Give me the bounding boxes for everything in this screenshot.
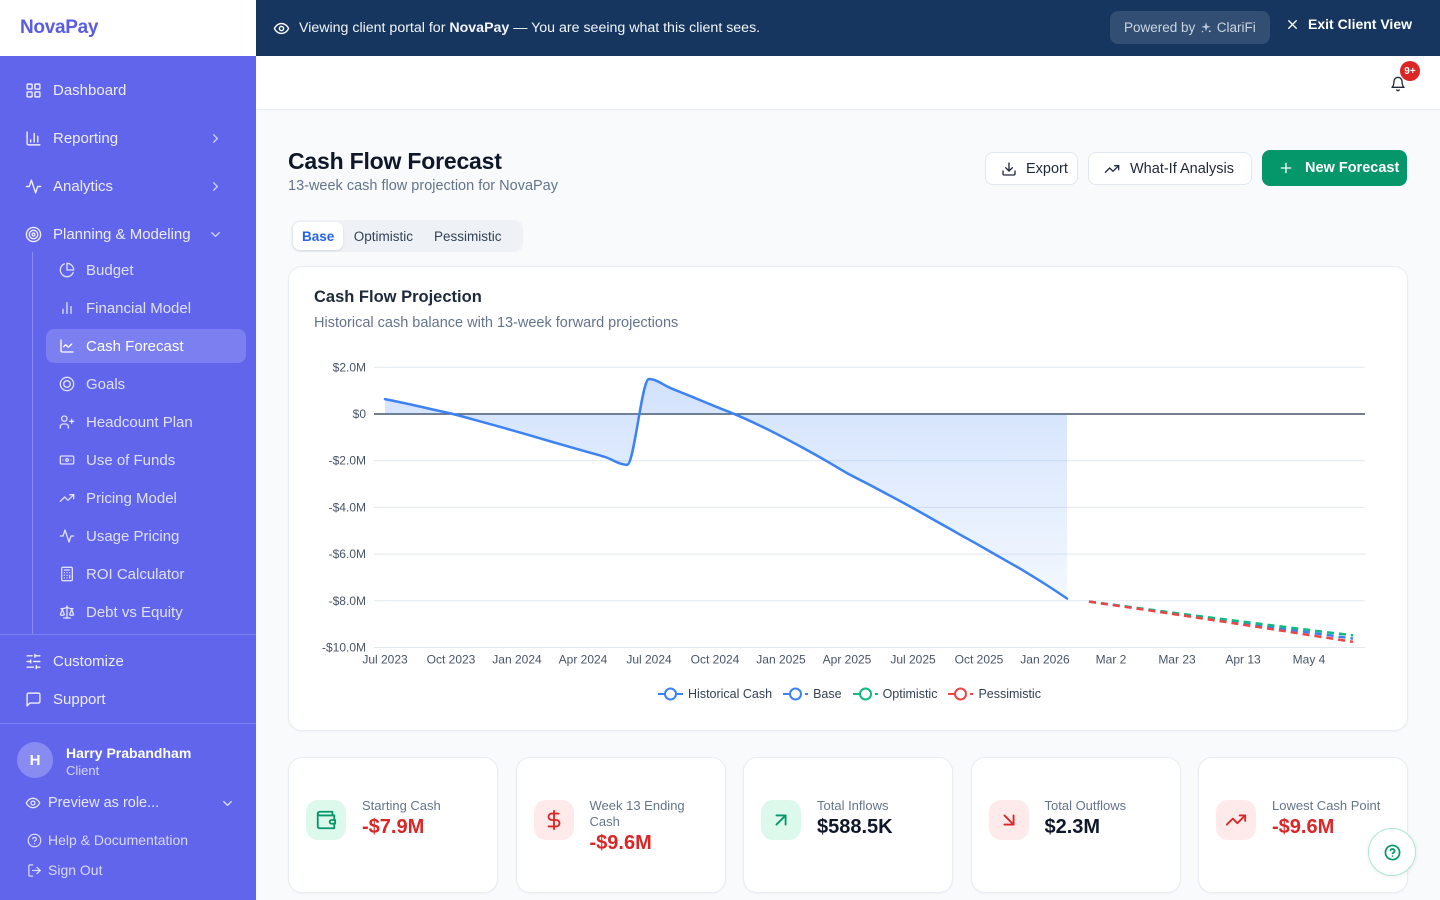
svg-text:Apr 2024: Apr 2024: [559, 653, 608, 667]
svg-text:Jul 2023: Jul 2023: [362, 653, 408, 667]
svg-text:-$2.0M: -$2.0M: [329, 454, 366, 468]
svg-text:Oct 2023: Oct 2023: [427, 653, 476, 667]
svg-text:Jan 2024: Jan 2024: [492, 653, 542, 667]
svg-text:May 4: May 4: [1293, 653, 1326, 667]
svg-text:Apr 2025: Apr 2025: [823, 653, 872, 667]
svg-text:Jan 2026: Jan 2026: [1020, 653, 1070, 667]
svg-text:$0: $0: [353, 407, 367, 421]
svg-text:Apr 13: Apr 13: [1225, 653, 1261, 667]
svg-text:Mar 23: Mar 23: [1158, 653, 1196, 667]
svg-text:-$8.0M: -$8.0M: [329, 594, 366, 608]
svg-text:Jul 2025: Jul 2025: [890, 653, 936, 667]
svg-text:-$4.0M: -$4.0M: [329, 500, 366, 514]
svg-text:Oct 2024: Oct 2024: [691, 653, 740, 667]
svg-text:Oct 2025: Oct 2025: [955, 653, 1004, 667]
svg-text:-$10.0M: -$10.0M: [322, 641, 366, 655]
svg-text:Mar 2: Mar 2: [1096, 653, 1127, 667]
svg-text:$2.0M: $2.0M: [333, 360, 366, 374]
svg-text:Jul 2024: Jul 2024: [626, 653, 672, 667]
svg-text:-$6.0M: -$6.0M: [329, 547, 366, 561]
svg-text:Jan 2025: Jan 2025: [756, 653, 806, 667]
